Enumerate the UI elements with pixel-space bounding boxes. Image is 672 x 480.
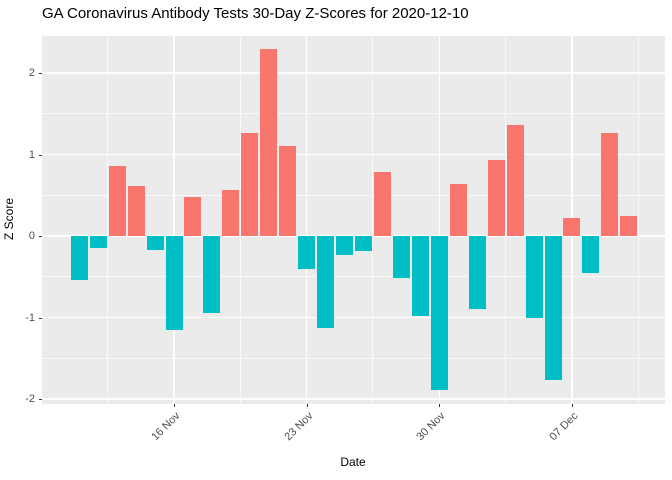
x-tick-label: 16 Nov: [149, 410, 183, 444]
bar-2020-11-29: [411, 236, 429, 316]
chart-title: GA Coronavirus Antibody Tests 30-Day Z-S…: [42, 5, 469, 22]
bar-2020-11-14: [127, 186, 145, 236]
y-minor-gridline: [42, 194, 665, 196]
bar-2020-11-17: [184, 196, 202, 236]
bar-2020-12-01: [449, 183, 467, 236]
bar-2020-11-25: [336, 236, 354, 255]
x-major-gridline: [305, 36, 308, 404]
y-minor-gridline: [42, 113, 665, 115]
y-tick-label: 0: [28, 230, 35, 242]
y-major-gridline: [42, 72, 665, 74]
x-minor-gridline: [637, 36, 639, 404]
bar-2020-11-22: [279, 146, 297, 236]
bar-2020-12-08: [582, 236, 600, 274]
y-major-gridline: [42, 316, 665, 319]
bar-2020-12-03: [487, 160, 505, 236]
y-major-gridline: [42, 398, 665, 400]
x-tick-label: 23 Nov: [281, 410, 316, 444]
x-major-gridline: [173, 36, 175, 404]
y-tick-label: 2: [28, 67, 35, 79]
x-minor-gridline: [505, 36, 507, 404]
x-major-gridline: [438, 36, 440, 404]
x-tick-mark: [571, 404, 573, 407]
x-minor-gridline: [107, 36, 109, 404]
y-tick-label: -2: [25, 393, 35, 405]
bar-2020-12-05: [525, 236, 543, 318]
y-axis-title: Z Score: [2, 198, 16, 241]
bar-2020-12-09: [601, 133, 619, 236]
bar-2020-11-24: [317, 236, 335, 329]
bar-2020-11-28: [392, 236, 410, 278]
bar-2020-12-02: [468, 236, 486, 309]
x-tick-label: 30 Nov: [414, 410, 448, 444]
x-minor-gridline: [239, 36, 241, 404]
bar-2020-11-15: [146, 236, 164, 250]
bar-2020-11-11: [70, 236, 88, 280]
bar-2020-12-06: [544, 236, 562, 381]
bar-2020-11-12: [89, 236, 107, 249]
y-tick-mark: [39, 399, 42, 400]
x-tick-mark: [174, 404, 175, 407]
y-tick-mark: [39, 236, 42, 237]
x-tick-mark: [439, 404, 441, 407]
bar-2020-11-20: [241, 133, 259, 236]
y-tick-mark: [39, 73, 42, 74]
bar-2020-12-07: [563, 218, 581, 236]
y-tick-mark: [39, 317, 42, 319]
y-minor-gridline: [42, 357, 665, 359]
bar-2020-11-13: [108, 165, 126, 236]
x-tick-label: 07 Dec: [547, 410, 581, 444]
y-tick-label: -1: [25, 311, 35, 324]
y-major-gridline: [42, 153, 665, 156]
y-minor-gridline: [42, 276, 665, 278]
y-tick-label: 1: [28, 148, 35, 161]
bar-2020-11-27: [373, 171, 391, 236]
x-minor-gridline: [372, 36, 374, 404]
bar-2020-12-04: [506, 125, 524, 236]
y-tick-mark: [39, 154, 42, 156]
bar-2020-11-16: [165, 236, 183, 330]
bar-2020-12-10: [620, 216, 638, 236]
y-major-gridline: [42, 235, 665, 237]
bar-2020-11-30: [430, 236, 448, 391]
bar-2020-11-23: [298, 236, 316, 269]
x-axis-title: Date: [340, 455, 366, 469]
bar-2020-11-19: [222, 190, 240, 236]
bar-2020-11-26: [355, 236, 372, 252]
bar-2020-11-18: [203, 236, 221, 313]
plot-panel: [42, 36, 665, 404]
x-tick-mark: [306, 404, 308, 407]
bar-2020-11-21: [260, 49, 278, 236]
